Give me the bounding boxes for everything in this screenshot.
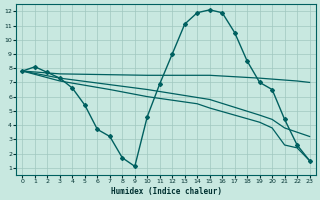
X-axis label: Humidex (Indice chaleur): Humidex (Indice chaleur) [110,187,221,196]
